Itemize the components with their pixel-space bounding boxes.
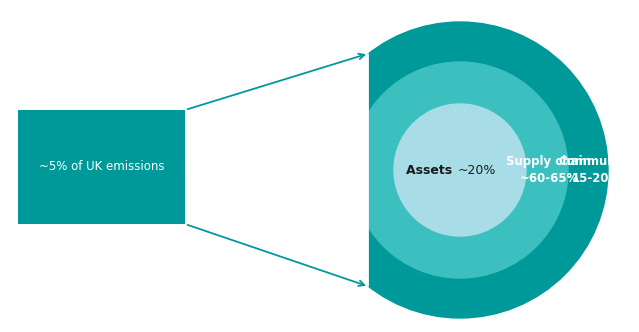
Text: ~20%: ~20% bbox=[458, 163, 496, 177]
Polygon shape bbox=[185, 53, 369, 287]
Text: Supply chain
~60-65%: Supply chain ~60-65% bbox=[507, 155, 592, 185]
Text: ~5% of UK emissions: ~5% of UK emissions bbox=[39, 160, 164, 174]
Circle shape bbox=[312, 22, 608, 318]
Bar bbox=[18, 110, 185, 224]
Circle shape bbox=[352, 62, 568, 278]
Text: Community
15-20%: Community 15-20% bbox=[558, 155, 633, 185]
Text: Assets: Assets bbox=[406, 163, 457, 177]
Circle shape bbox=[394, 104, 526, 236]
